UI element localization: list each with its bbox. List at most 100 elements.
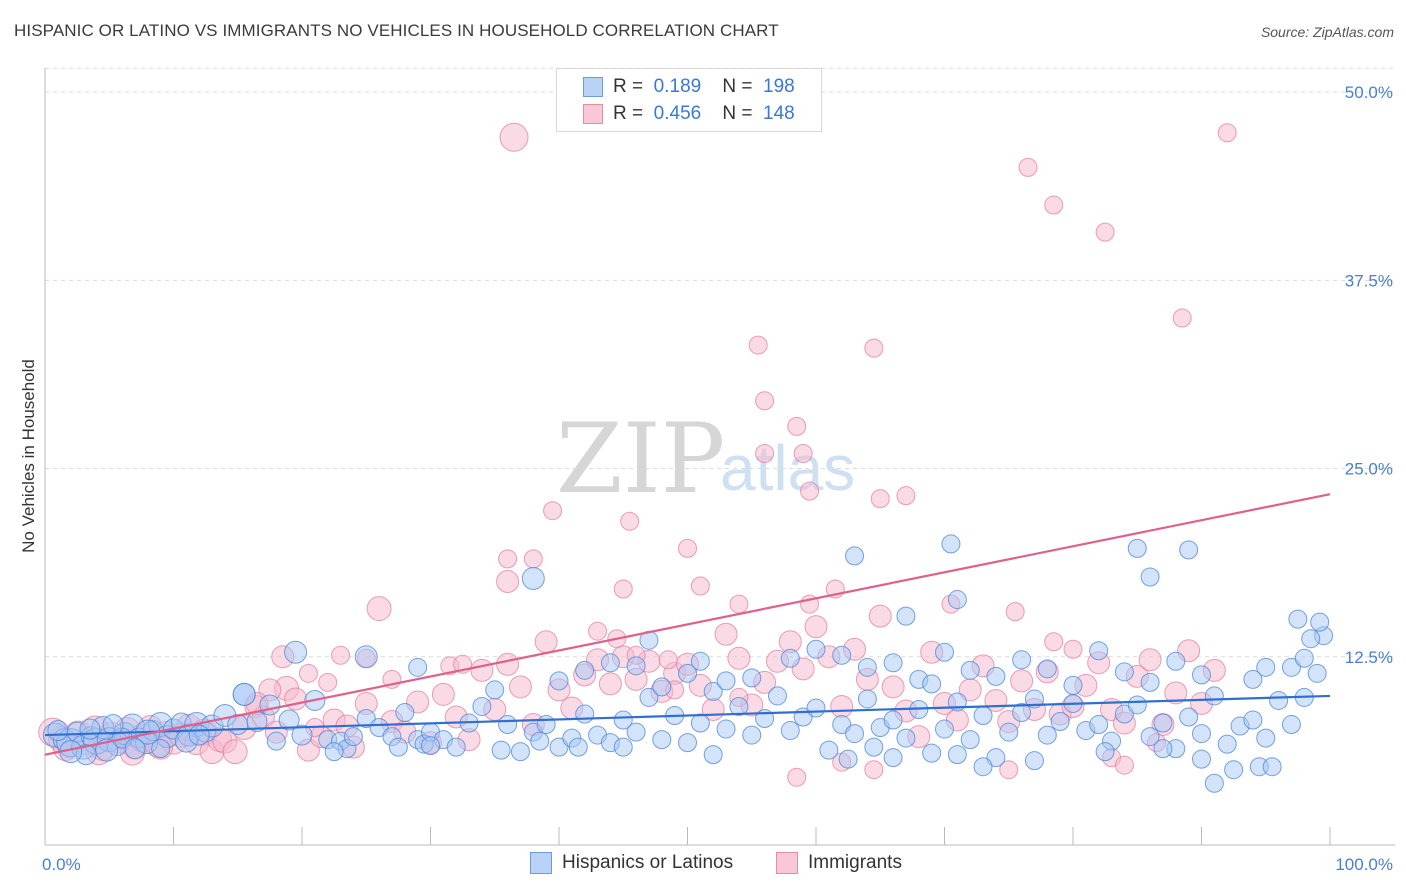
hispanics-point (1192, 724, 1211, 744)
hispanics-point (151, 739, 171, 759)
immigrants-point (470, 658, 494, 682)
immigrants-point (366, 596, 392, 622)
immigrants-point (508, 675, 532, 699)
immigrants-point (588, 621, 608, 641)
hispanics-point (568, 737, 588, 757)
immigrants-point (1063, 639, 1083, 659)
hispanics-point (922, 674, 942, 694)
immigrants-point (620, 511, 640, 531)
trend-lines (44, 493, 1331, 756)
immigrants-point (787, 416, 807, 436)
x-tick-labels: 0.0% 100.0% (42, 855, 1393, 874)
hispanics-point (690, 713, 710, 733)
immigrants-point (864, 338, 884, 358)
hispanics-point (819, 740, 839, 760)
hispanics-point (845, 724, 865, 744)
hispanics-point (883, 653, 903, 673)
hispanics-point (356, 709, 376, 729)
hispanics-point (941, 534, 961, 554)
chart-title: HISPANIC OR LATINO VS IMMIGRANTS NO VEHI… (14, 21, 779, 40)
hispanics-point (1140, 567, 1160, 587)
hispanics-point (639, 687, 659, 707)
hispanics-point (806, 639, 826, 659)
legend-swatch-pink (776, 852, 798, 874)
hispanics-point (832, 715, 852, 735)
y-tick-label: 50.0% (1345, 83, 1393, 102)
immigrants-point (613, 579, 633, 599)
hispanics-point (278, 709, 300, 731)
immigrants-point (727, 646, 751, 670)
hispanics-point (845, 546, 865, 566)
hispanics-point (354, 645, 378, 669)
immigrants-point (714, 622, 738, 646)
hispanics-point (973, 757, 993, 777)
immigrants-point (748, 335, 768, 355)
hispanics-point (1089, 715, 1109, 735)
legend-swatch-blue (530, 852, 552, 874)
hispanics-point (388, 737, 408, 757)
hispanics-point (536, 715, 556, 735)
immigrants-point (1010, 669, 1034, 693)
hispanics-trend-line (44, 694, 1331, 737)
hispanics-point (575, 660, 595, 680)
immigrants-point (658, 650, 678, 670)
immigrants-point (1114, 755, 1134, 775)
hispanics-point (232, 682, 256, 706)
immigrants-point (1095, 222, 1115, 242)
immigrants-point (331, 645, 351, 665)
hispanics-point (1294, 648, 1314, 668)
hispanics-point (896, 606, 916, 626)
hispanics-point (343, 727, 363, 747)
hispanics-point (1224, 760, 1244, 780)
hispanics-point (421, 736, 440, 756)
immigrants-point (881, 675, 905, 699)
hispanics-point (1024, 689, 1044, 709)
correlation-legend: R = 0.189 N = 198 R = 0.456 N = 148 (556, 68, 822, 132)
legend-label-immigrants: Immigrants (808, 852, 902, 873)
immigrants-point (678, 538, 697, 558)
immigrants-point (1005, 602, 1025, 622)
legend-n-label: N = (722, 76, 753, 97)
hispanics-point (1256, 657, 1276, 677)
immigrants-point (318, 672, 338, 692)
hispanics-point (652, 677, 672, 697)
hispanics-point (530, 731, 550, 751)
immigrants-point (787, 767, 807, 787)
hispanics-point (369, 718, 389, 738)
hispanics-point (613, 710, 633, 730)
hispanics-point (1204, 686, 1224, 706)
legend-r-label: R = (613, 76, 644, 97)
hispanics-point (1301, 629, 1321, 649)
hispanics-point (1281, 657, 1301, 677)
hispanics-point (1179, 707, 1199, 727)
legend-r-value: 0.189 (653, 76, 702, 97)
hispanics-point (864, 737, 884, 757)
immigrants-point (868, 604, 892, 628)
hispanics-point (1243, 669, 1263, 689)
y-tick-label: 25.0% (1345, 460, 1393, 479)
hispanics-point (1217, 734, 1237, 754)
immigrants-point (896, 486, 916, 506)
hispanics-point (1192, 665, 1211, 685)
hispanics-point (1127, 695, 1147, 715)
hispanics-point (1089, 641, 1109, 661)
legend-swatch-pink (583, 104, 603, 124)
immigrants-point (1018, 157, 1038, 177)
hispanics-point (780, 721, 800, 741)
immigrants-point (999, 760, 1019, 780)
hispanics-point (986, 666, 1006, 686)
immigrants-point (1172, 308, 1192, 328)
immigrants-point (1044, 195, 1064, 215)
hispanics-point (678, 663, 697, 683)
immigrants-point (284, 687, 308, 711)
legend-label-hispanics: Hispanics or Latinos (562, 852, 734, 873)
hispanics-point (716, 719, 736, 739)
hispanics-point (896, 728, 916, 748)
hispanics-point (883, 710, 903, 730)
hispanics-point (1307, 663, 1327, 683)
hispanics-point (472, 696, 492, 716)
legend-swatch-blue (583, 77, 603, 97)
hispanics-point (284, 640, 308, 664)
hispanics-point (1024, 751, 1044, 771)
